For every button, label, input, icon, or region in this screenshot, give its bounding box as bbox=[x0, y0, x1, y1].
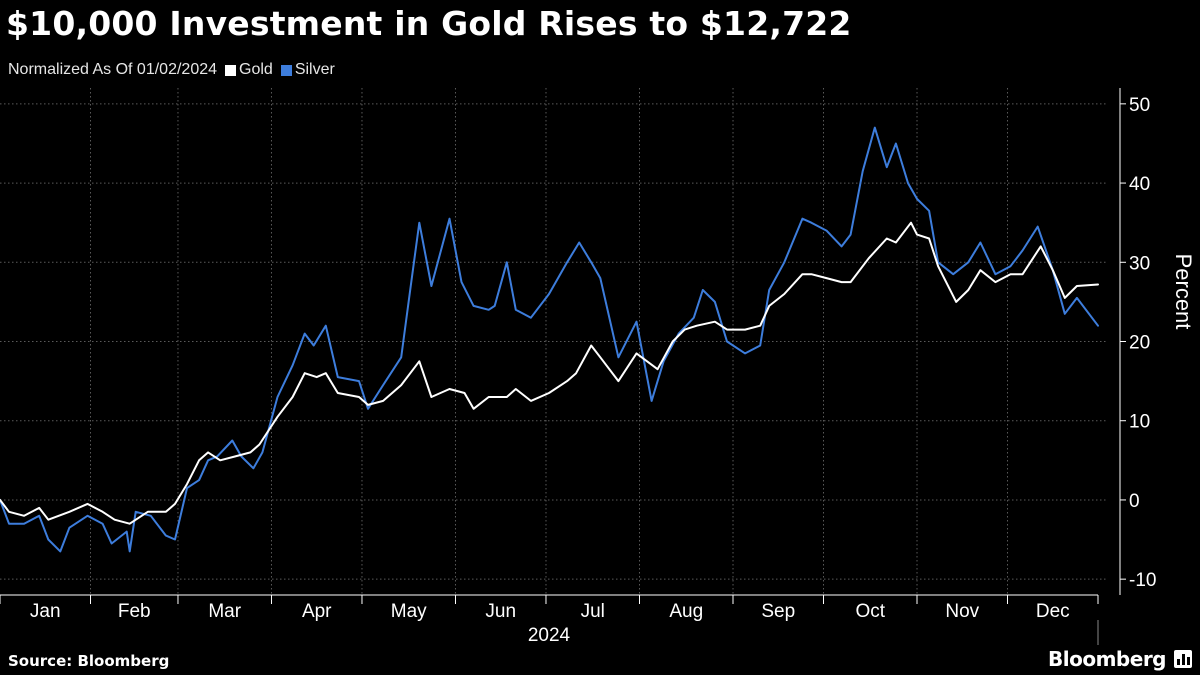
legend-subtitle: Normalized As Of 01/02/2024 bbox=[8, 61, 218, 78]
chart-title: $10,000 Investment in Gold Rises to $12,… bbox=[6, 4, 852, 43]
x-tick-label: Jan bbox=[30, 601, 61, 622]
x-tick-label: Mar bbox=[208, 601, 241, 622]
y-axis-title: Percent bbox=[1171, 254, 1196, 330]
bar-chart-icon bbox=[1174, 650, 1192, 668]
x-tick-label: Apr bbox=[302, 601, 332, 622]
series-lines bbox=[0, 126, 1099, 553]
legend-swatch-gold bbox=[225, 64, 237, 76]
x-tick-label: Jul bbox=[581, 601, 605, 622]
x-tick-label: Aug bbox=[669, 601, 703, 622]
y-tick-label: 50 bbox=[1129, 95, 1150, 116]
x-tick-label: Oct bbox=[855, 601, 885, 622]
series-line-silver bbox=[0, 126, 1099, 553]
y-tick-label: -10 bbox=[1129, 570, 1156, 591]
x-tick-label: Nov bbox=[945, 601, 979, 622]
x-tick-label: Sep bbox=[761, 601, 795, 622]
legend-swatch-silver bbox=[280, 64, 292, 76]
x-tick-label: Feb bbox=[118, 601, 151, 622]
y-tick-label: 20 bbox=[1129, 333, 1150, 354]
legend-item-gold: Gold bbox=[225, 61, 273, 79]
x-tick-label: Jun bbox=[485, 601, 516, 622]
axes bbox=[0, 88, 1126, 645]
bloomberg-logo: Bloomberg bbox=[1048, 647, 1166, 671]
source-note: Source: Bloomberg bbox=[8, 652, 170, 670]
y-tick-label: 0 bbox=[1129, 491, 1140, 512]
legend: Normalized As Of 01/02/2024 Gold Silver bbox=[8, 60, 335, 80]
y-tick-label: 10 bbox=[1129, 412, 1150, 433]
y-tick-label: 40 bbox=[1129, 174, 1150, 195]
legend-label-gold: Gold bbox=[239, 61, 273, 78]
x-tick-label: May bbox=[391, 601, 427, 622]
series-line-gold bbox=[0, 221, 1099, 525]
axis-labels: 50 40 30 20 10 0 -10 Percent Jan Feb Mar Apr May Jun J… bbox=[30, 95, 1196, 646]
x-year-label: 2024 bbox=[528, 625, 571, 646]
legend-label-silver: Silver bbox=[294, 61, 335, 78]
legend-item-silver: Silver bbox=[280, 61, 335, 79]
gridlines bbox=[0, 88, 1106, 595]
x-tick-label: Dec bbox=[1036, 601, 1070, 622]
y-tick-label: 30 bbox=[1129, 253, 1150, 274]
